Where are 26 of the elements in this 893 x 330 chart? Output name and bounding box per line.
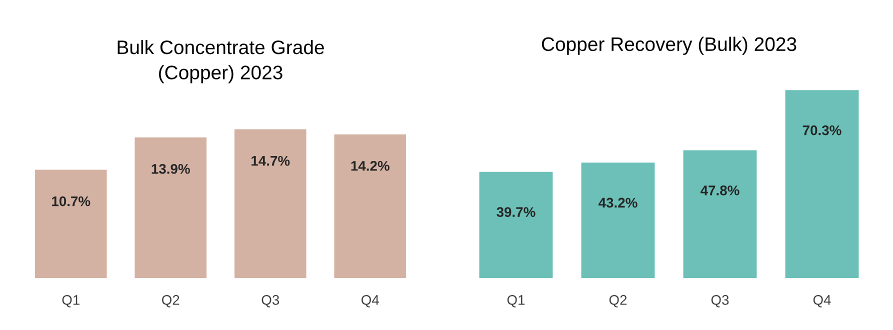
- bar: [785, 90, 859, 278]
- data-label: 70.3%: [802, 125, 842, 136]
- chart-title: Bulk Concentrate Grade (Copper) 2023: [118, 40, 324, 84]
- x-tick-label: Q4: [362, 295, 379, 308]
- data-label: 39.7%: [496, 207, 536, 217]
- chart-title: Copper Recovery (Bulk) 2023: [542, 36, 796, 55]
- data-label: 14.7%: [252, 156, 290, 166]
- x-tick-label: Q3: [262, 295, 280, 308]
- bar: [234, 129, 306, 278]
- data-label: 14.2%: [351, 160, 390, 171]
- data-label: 43.2%: [598, 198, 638, 208]
- bar: [683, 150, 757, 278]
- data-label: 13.9%: [152, 164, 190, 174]
- x-tick-label: Q1: [507, 295, 525, 308]
- bar: [581, 162, 655, 278]
- x-tick-label: Q3: [711, 295, 729, 308]
- data-label: 47.8%: [700, 186, 740, 196]
- x-tick-label: Q2: [609, 295, 627, 308]
- bar: [34, 170, 107, 278]
- data-label: 10.7%: [52, 196, 90, 206]
- x-tick-label: Q4: [813, 295, 831, 308]
- bar: [134, 137, 207, 278]
- bar: [479, 172, 553, 278]
- bar: [334, 134, 406, 278]
- x-tick-label: Q1: [62, 295, 80, 308]
- x-tick-label: Q2: [162, 295, 180, 308]
